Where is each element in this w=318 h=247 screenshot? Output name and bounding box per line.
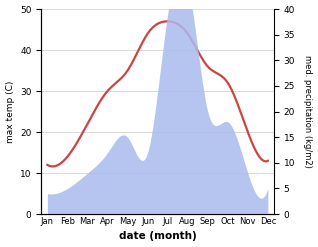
X-axis label: date (month): date (month) [119, 231, 197, 242]
Y-axis label: med. precipitation (kg/m2): med. precipitation (kg/m2) [303, 55, 313, 168]
Y-axis label: max temp (C): max temp (C) [5, 80, 15, 143]
